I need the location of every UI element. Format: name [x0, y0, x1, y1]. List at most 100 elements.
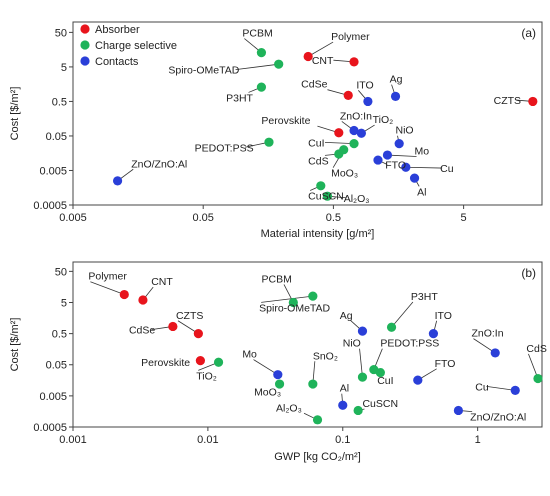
point-charge-selective-nio	[357, 372, 368, 382]
legend-entry-charge-selective: Charge selective	[95, 40, 177, 52]
point-label-cds: CdS	[526, 343, 546, 355]
point-label-perovskite: Perovskite	[261, 115, 310, 127]
point-label-cu: Cu	[440, 163, 454, 175]
legend-marker-charge-selective	[80, 40, 90, 50]
point-label-pedot-pss: PEDOT:PSS	[380, 338, 439, 350]
point-charge-selective-spiro-ometad	[308, 291, 318, 301]
legend-entry-contacts: Contacts	[95, 56, 139, 68]
point-contacts-cu	[510, 385, 520, 395]
leader-line	[486, 385, 516, 391]
point-label-zno-in: ZnO:In	[471, 328, 503, 340]
point-label-cnt: CNT	[312, 55, 334, 67]
legend-marker-absorber	[80, 24, 90, 34]
point-label-zno-zno-al: ZnO/ZnO:Al	[131, 158, 187, 170]
point-charge-selective-tio	[213, 357, 224, 367]
point-label-perovskite: Perovskite	[141, 357, 190, 369]
leader-lines	[117, 38, 533, 199]
point-label-cdse: CdSe	[129, 325, 155, 337]
y-tick-label: 0.05	[46, 131, 67, 143]
y-tick-label: 5	[61, 297, 67, 309]
x-tick-label: 0.1	[335, 434, 350, 446]
point-label-cu: Cu	[475, 381, 489, 393]
point-contacts-fto	[373, 155, 383, 165]
point-label-fto: FTO	[435, 358, 456, 370]
point-label-ito: ITO	[435, 310, 452, 322]
leader-line	[261, 295, 313, 303]
point-label-tio: TiO₂	[373, 114, 394, 126]
point-label-zno-zno-al: ZnO/ZnO:Al	[470, 412, 526, 424]
point-label-cdse: CdSe	[301, 79, 327, 91]
y-tick-label: 0.005	[39, 391, 67, 403]
point-charge-selective-p3ht	[256, 82, 267, 92]
point-label-cnt: CNT	[151, 276, 173, 288]
point-label-al: Al	[340, 383, 349, 395]
point-contacts-fto	[413, 375, 423, 385]
plot-frame	[72, 21, 543, 206]
point-label-polymer: Polymer	[88, 271, 127, 283]
point-label-zno-in: ZnO:In	[340, 110, 372, 122]
point-label-nio: NiO	[343, 338, 361, 350]
panel-label: (a)	[521, 26, 536, 40]
point-absorber-perovskite	[195, 355, 205, 366]
point-charge-selective-al-o	[312, 415, 323, 425]
point-charge-selective-cds	[533, 373, 543, 384]
point-contacts-al	[409, 173, 420, 183]
data-labels: Polymer CNT CdSe Perovskite CZTS PCBM Spiro-OM…	[131, 28, 521, 205]
point-contacts-ito	[363, 96, 373, 107]
y-tick-label: 50	[55, 266, 67, 278]
point-absorber-czts	[528, 96, 538, 107]
y-tick-label: 0.0005	[33, 200, 67, 212]
point-label-p3ht: P3HT	[226, 92, 253, 104]
x-axis-label: GWP [kg CO₂/m²]	[274, 451, 361, 463]
point-contacts-mo	[273, 370, 283, 380]
x-axis-label: Material intensity [g/m²]	[261, 228, 375, 240]
y-axis-label: Cost [$/m²]	[9, 318, 21, 372]
point-label-cui: CuI	[308, 137, 324, 149]
point-charge-selective-moo	[339, 145, 349, 155]
point-label-czts: CZTS	[176, 310, 203, 322]
point-label-cuscn: CuSCN	[308, 191, 344, 203]
point-label-ag: Ag	[390, 74, 403, 86]
point-label-cds: CdS	[308, 155, 328, 167]
point-label-mo: Mo	[415, 146, 430, 158]
point-absorber-polymer	[303, 51, 313, 62]
panel-label: (b)	[521, 266, 536, 280]
point-label-pedot-pss: PEDOT:PSS	[195, 142, 254, 154]
point-label-pcbm: PCBM	[262, 273, 292, 285]
x-tick-label: 0.005	[59, 212, 87, 224]
point-contacts-mo	[382, 150, 393, 160]
legend: Absorber Charge selective Contacts	[80, 24, 177, 68]
point-charge-selective-pedot-pss	[264, 137, 274, 147]
point-contacts-zno-in	[490, 348, 500, 358]
leader-line	[387, 154, 417, 157]
point-absorber-cnt	[138, 295, 148, 305]
point-contacts-ag	[357, 326, 368, 336]
point-contacts-nio	[394, 139, 404, 149]
point-charge-selective-al-o	[322, 191, 333, 201]
y-tick-label: 0.5	[52, 329, 67, 341]
point-charge-selective-cuscn	[353, 405, 363, 416]
x-tick-label: 1	[475, 434, 481, 446]
point-label-cui: CuI	[377, 375, 393, 387]
point-charge-selective-pcbm	[256, 47, 267, 58]
point-label-fto: FTO	[385, 160, 406, 172]
leader-line	[307, 41, 334, 57]
point-charge-selective-pedot-pss	[369, 364, 379, 375]
data-labels: Polymer CNT CZTS CdSe Perovskite PCBM Spiro-OM…	[88, 271, 547, 424]
point-charge-selective-pcbm	[288, 297, 298, 308]
leader-line	[391, 301, 414, 328]
leader-line	[359, 348, 363, 378]
x-tick-label: 0.5	[326, 212, 341, 224]
y-tick-label: 50	[55, 27, 67, 39]
point-charge-selective-sno	[308, 379, 318, 389]
y-tick-label: 0.5	[52, 96, 67, 108]
point-charge-selective-p3ht	[386, 322, 397, 332]
point-label-al-o: Al₂O₃	[344, 193, 370, 205]
point-label-nio: NiO	[396, 125, 414, 137]
leader-line	[324, 141, 355, 145]
point-label-spiro-ometad: Spiro-OMeTAD	[259, 302, 330, 314]
point-absorber-perovskite	[334, 128, 344, 138]
x-tick-label: 0.05	[192, 212, 213, 224]
